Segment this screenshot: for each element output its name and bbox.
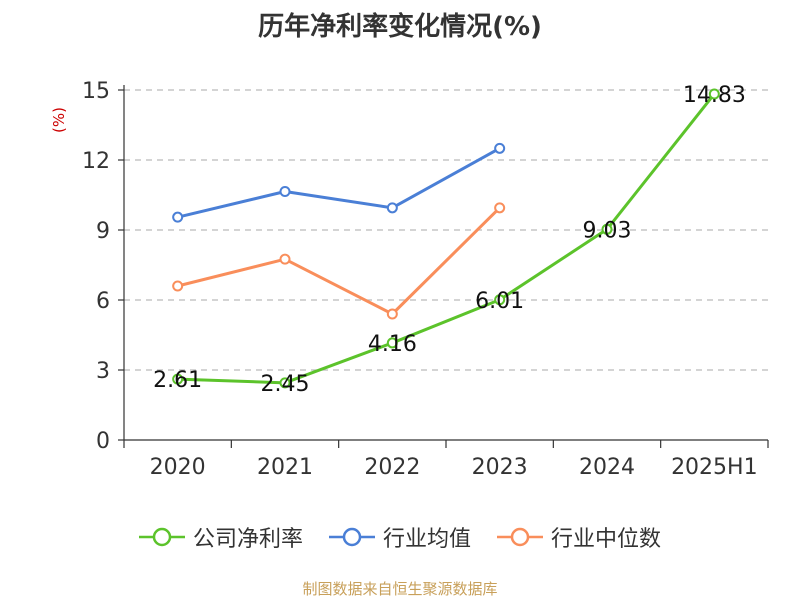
legend: 公司净利率 行业均值 行业中位数 bbox=[0, 522, 800, 552]
x-tick-label: 2025H1 bbox=[671, 455, 758, 480]
x-tick-label: 2021 bbox=[257, 455, 313, 480]
data-point bbox=[708, 88, 720, 100]
data-point bbox=[172, 373, 184, 385]
data-point bbox=[494, 202, 506, 214]
x-tick-label: 2022 bbox=[364, 455, 420, 480]
legend-label: 行业均值 bbox=[382, 527, 471, 552]
legend-item-industry-median[interactable]: 行业中位数 bbox=[497, 521, 661, 553]
data-label: 14.83 bbox=[683, 83, 746, 108]
x-tick-label: 2024 bbox=[579, 455, 635, 480]
data-label: 4.16 bbox=[368, 332, 417, 357]
data-point bbox=[279, 253, 291, 265]
legend-label: 行业中位数 bbox=[551, 527, 662, 552]
data-label: 2.61 bbox=[153, 368, 202, 393]
x-tick-label: 2023 bbox=[472, 455, 528, 480]
legend-marker-icon bbox=[328, 527, 375, 547]
data-point bbox=[279, 186, 291, 197]
data-label: 2.45 bbox=[261, 372, 310, 397]
data-point bbox=[494, 142, 506, 154]
data-point bbox=[601, 223, 613, 235]
series-line bbox=[177, 93, 716, 385]
data-point bbox=[386, 308, 398, 320]
legend-marker-icon bbox=[497, 527, 543, 547]
legend-item-industry-average[interactable]: 行业均值 bbox=[328, 521, 471, 553]
legend-item-company-net-margin[interactable]: 公司净利率 bbox=[138, 521, 303, 553]
data-label: 6.01 bbox=[475, 289, 524, 314]
data-point bbox=[172, 280, 184, 292]
y-tick-label: 3 bbox=[96, 359, 110, 384]
data-point bbox=[386, 337, 398, 349]
series-line bbox=[177, 206, 501, 316]
legend-marker-icon bbox=[138, 527, 185, 547]
y-tick-label: 9 bbox=[96, 219, 110, 244]
data-point bbox=[279, 377, 291, 389]
series-line bbox=[177, 147, 501, 219]
data-point bbox=[494, 294, 506, 306]
legend-label: 公司净利率 bbox=[192, 527, 303, 552]
y-tick-label: 0 bbox=[96, 429, 110, 454]
data-point bbox=[386, 202, 398, 214]
y-tick-label: 12 bbox=[82, 149, 110, 174]
data-source-note: 制图数据来自恒生聚源数据库 bbox=[302, 580, 498, 598]
x-tick-label: 2020 bbox=[150, 455, 206, 480]
data-label: 9.03 bbox=[583, 218, 632, 243]
chart-title: 历年净利率变化情况(%) bbox=[258, 12, 542, 42]
data-point bbox=[172, 211, 184, 223]
y-tick-label: 15 bbox=[82, 79, 110, 104]
y-tick-label: 6 bbox=[96, 289, 110, 314]
